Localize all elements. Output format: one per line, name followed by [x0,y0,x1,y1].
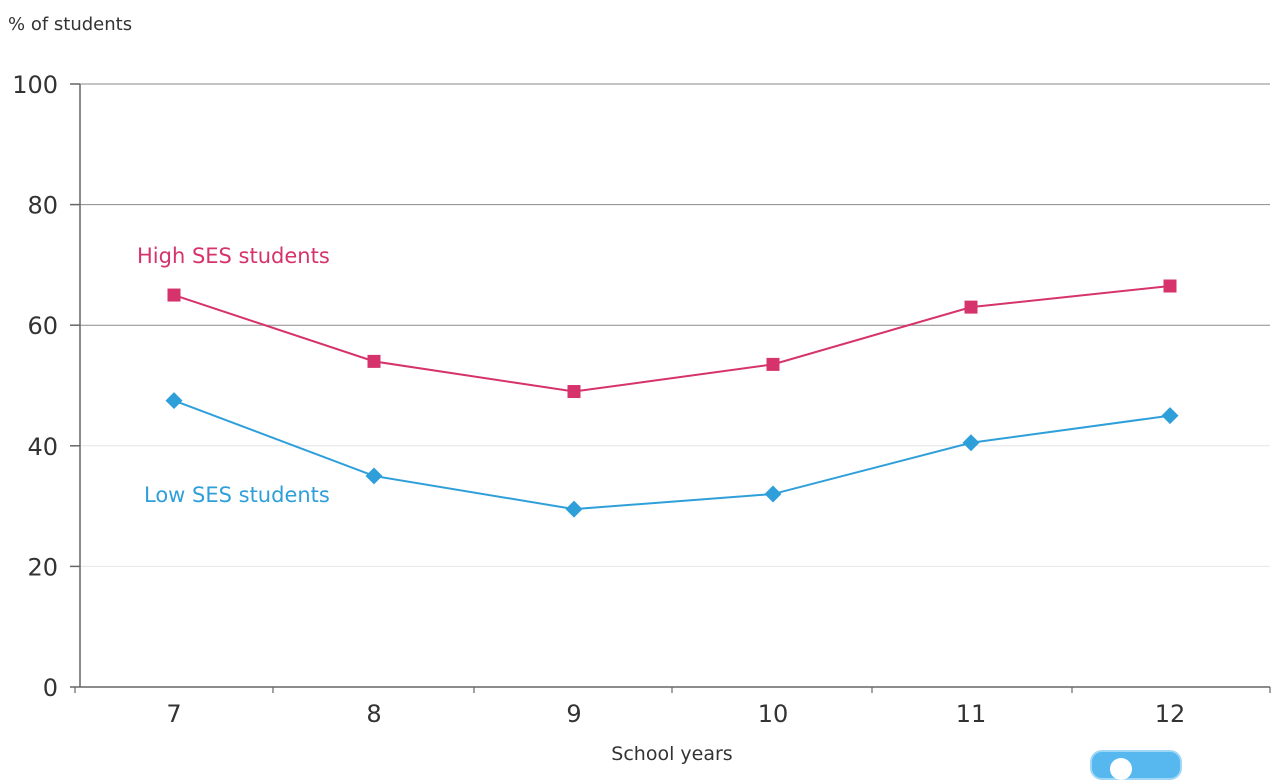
x-tick-label: 8 [366,700,381,728]
y-tick-labels: 0 20 40 60 80 100 [12,71,58,702]
help-bubble-icon[interactable] [1090,750,1182,780]
data-point-diamond [365,467,383,485]
x-tick-label: 10 [758,700,789,728]
x-tick-label: 7 [166,700,181,728]
data-point-square [167,288,181,302]
series-low-ses: Low SES students [144,392,1179,518]
series-group: High SES students Low SES students [137,244,1179,518]
x-axis-title: School years [611,743,732,765]
series-high-ses: High SES students [137,244,1177,399]
data-point-diamond [165,392,183,410]
y-tick-label: 80 [27,192,58,220]
y-tick-label: 60 [27,312,58,340]
gridlines [80,83,1270,567]
y-tick-label: 100 [12,71,58,99]
series-label: High SES students [137,244,330,268]
data-point-square [766,357,780,371]
data-point-diamond [764,485,782,503]
y-tick-label: 20 [27,553,58,581]
help-dot-icon [1110,758,1132,780]
y-tick-label: 40 [27,433,58,461]
data-point-diamond [565,500,583,518]
data-point-diamond [962,434,980,452]
x-tick-labels: 7 8 9 10 11 12 [166,700,1185,728]
data-point-square [964,300,978,314]
y-tick-label: 0 [43,674,58,702]
series-line [173,285,1171,393]
x-tick-label: 9 [566,700,581,728]
data-point-square [367,354,381,368]
y-axis-title: % of students [8,14,132,35]
axes [70,83,1271,693]
series-label: Low SES students [144,483,330,507]
data-point-square [567,385,581,399]
x-tick-label: 11 [956,700,987,728]
data-point-square [1163,279,1177,293]
data-point-diamond [1161,407,1179,425]
series-line [173,399,1171,511]
x-tick-label: 12 [1155,700,1186,728]
